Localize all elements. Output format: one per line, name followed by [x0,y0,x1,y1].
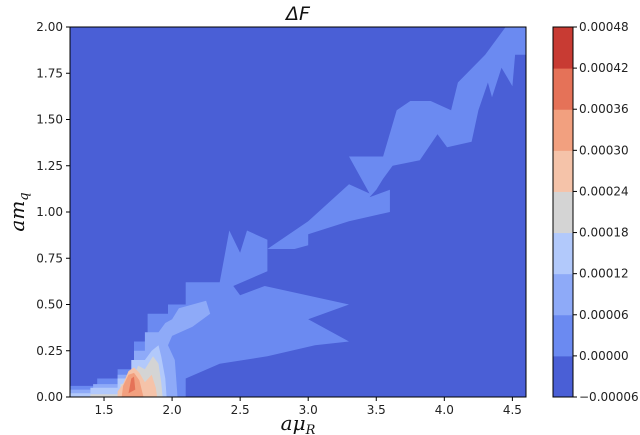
x-tick-label: 3.5 [367,403,386,417]
x-tick-label: 3.0 [299,403,318,417]
colorbar-tick-label: 0.00006 [579,308,629,322]
colorbar-band [553,68,573,110]
x-axis-ticks: 1.5 2.0 2.5 3.0 3.5 4.0 4.5 [94,397,522,417]
colorbar-tick-label: 0.00042 [579,61,629,75]
plot-area [69,26,527,398]
y-tick-label: 1.50 [36,113,63,127]
colorbar-tick-label: −0.00006 [579,390,639,404]
colorbar-frame [552,26,574,398]
chart-title: ΔF [284,3,311,25]
x-tick-label: 2.5 [231,403,250,417]
y-tick-label: 1.00 [36,205,63,219]
y-tick-label: 0.25 [36,344,63,358]
y-tick-label: 0.75 [36,251,63,265]
colorbar-tick-label: 0.00018 [579,226,629,240]
x-tick-label: 4.0 [435,403,454,417]
y-axis-ticks: 0.00 0.25 0.50 0.75 1.00 1.25 1.50 1.75 2.00 [36,20,70,404]
colorbar-band [553,150,573,192]
x-tick-label: 1.5 [94,403,113,417]
contour-region-level-7 [128,376,136,394]
y-tick-label: 1.25 [36,159,63,173]
x-tick-label: 2.0 [163,403,182,417]
contour-region-level-1 [70,27,526,397]
colorbar-tick-label: 0.00012 [579,267,629,281]
colorbar-tick-label: 0.00000 [579,349,629,363]
x-tick-label: 4.5 [503,403,522,417]
y-tick-label: 0.00 [36,390,63,404]
y-tick-label: 1.75 [36,66,63,80]
colorbar-band [553,109,573,151]
colorbar-band [553,314,573,357]
colorbar-tick-label: 0.00030 [579,143,629,157]
y-tick-label: 2.00 [36,20,63,34]
y-tick-label: 0.50 [36,298,63,312]
colorbar-band [553,191,573,234]
colorbar-tick-label: 0.00036 [579,102,629,116]
colorbar-band [553,232,573,275]
contour-region-level-2 [70,300,211,397]
colorbar-band [553,355,573,398]
contour-regions [70,27,526,397]
colorbar-band [553,27,573,69]
colorbar-band [553,273,573,316]
colorbar: −0.00006 0.00000 0.00006 0.00012 0.00018 0.00… [552,20,639,404]
y-axis-label: amq [5,192,32,231]
colorbar-tick-label: 0.00048 [579,20,629,34]
colorbar-tick-label: 0.00024 [579,184,629,198]
